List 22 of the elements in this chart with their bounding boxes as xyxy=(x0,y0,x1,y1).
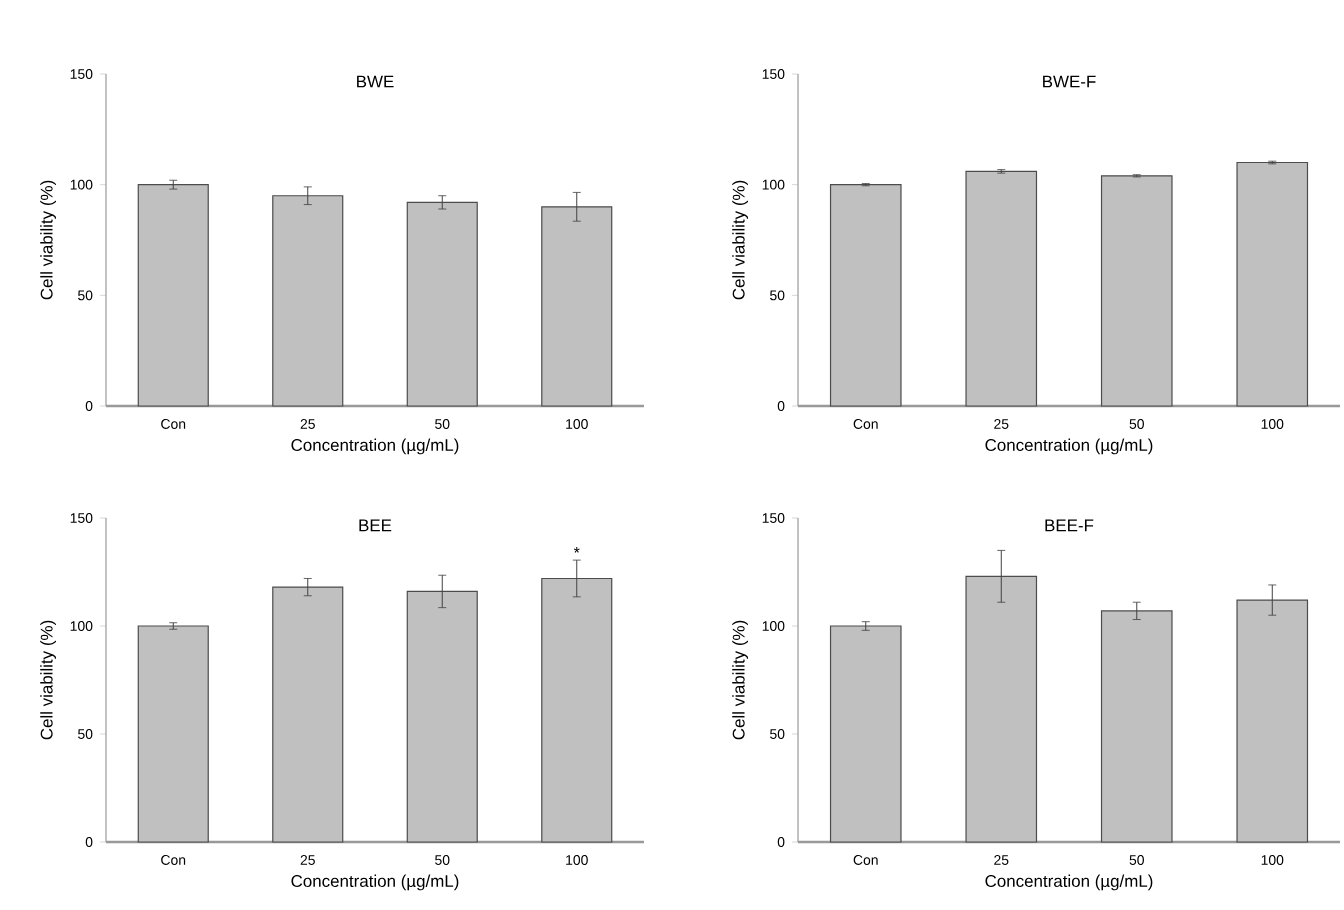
y-axis-title: Cell viability (%) xyxy=(40,620,56,740)
chart-title: BEE xyxy=(359,519,392,532)
bar xyxy=(1100,610,1173,843)
y-axis-title: Cell viability (%) xyxy=(732,180,748,300)
bar xyxy=(965,575,1038,843)
bar xyxy=(829,625,902,843)
bar xyxy=(272,586,344,843)
y-axis-title: Cell viability (%) xyxy=(40,180,56,300)
x-axis-title: Concentration (µg/mL) xyxy=(291,874,459,891)
bar xyxy=(272,195,344,407)
bar xyxy=(406,201,478,407)
bar xyxy=(137,625,209,843)
x-axis-title: Concentration (µg/mL) xyxy=(985,438,1153,455)
y-axis-title: Cell viability (%) xyxy=(732,620,748,740)
chart-title: BWE xyxy=(357,75,394,88)
chart-title: BEE-F xyxy=(1045,519,1094,532)
x-axis-title: Concentration (µg/mL) xyxy=(985,874,1153,891)
bar xyxy=(541,577,613,843)
chart-title: BWE-F xyxy=(1043,75,1096,88)
x-axis-title: Concentration (µg/mL) xyxy=(291,438,459,455)
bar xyxy=(137,184,209,407)
bar xyxy=(406,590,478,843)
